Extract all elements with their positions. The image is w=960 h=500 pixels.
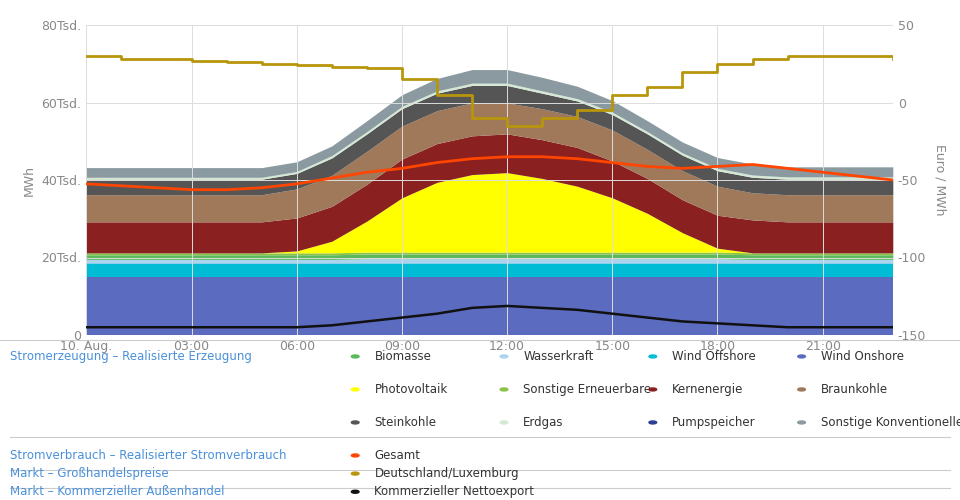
Ellipse shape [500,388,508,391]
Text: Sonstige Erneuerbare: Sonstige Erneuerbare [523,383,651,396]
Text: Wind Onshore: Wind Onshore [821,350,903,363]
Ellipse shape [500,421,508,424]
Text: Pumpspeicher: Pumpspeicher [672,416,756,429]
Ellipse shape [351,490,359,493]
Ellipse shape [798,388,805,391]
Ellipse shape [649,388,657,391]
Text: Steinkohle: Steinkohle [374,416,437,429]
Ellipse shape [798,355,805,358]
Text: Wasserkraft: Wasserkraft [523,350,593,363]
Text: Markt – Großhandelspreise: Markt – Großhandelspreise [10,467,168,480]
Text: Stromverbrauch – Realisierter Stromverbrauch: Stromverbrauch – Realisierter Stromverbr… [10,449,286,462]
Ellipse shape [351,454,359,457]
Text: Markt – Kommerzieller Außenhandel: Markt – Kommerzieller Außenhandel [10,485,224,498]
Text: Deutschland/Luxemburg: Deutschland/Luxemburg [374,467,519,480]
Text: Gesamt: Gesamt [374,449,420,462]
Text: Kommerzieller Nettoexport: Kommerzieller Nettoexport [374,485,535,498]
Ellipse shape [351,472,359,475]
Text: Kernenergie: Kernenergie [672,383,743,396]
Ellipse shape [351,388,359,391]
Text: Sonstige Konventionelle: Sonstige Konventionelle [821,416,960,429]
Ellipse shape [649,355,657,358]
Text: Stromerzeugung – Realisierte Erzeugung: Stromerzeugung – Realisierte Erzeugung [10,350,252,363]
Ellipse shape [500,355,508,358]
Ellipse shape [351,421,359,424]
Text: Photovoltaik: Photovoltaik [374,383,447,396]
Ellipse shape [649,421,657,424]
Y-axis label: Euro / MWh: Euro / MWh [934,144,947,216]
Ellipse shape [798,421,805,424]
Text: Biomasse: Biomasse [374,350,431,363]
Text: Wind Offshore: Wind Offshore [672,350,756,363]
Text: Erdgas: Erdgas [523,416,564,429]
Ellipse shape [351,355,359,358]
Y-axis label: MWh: MWh [23,164,36,196]
Text: Braunkohle: Braunkohle [821,383,888,396]
